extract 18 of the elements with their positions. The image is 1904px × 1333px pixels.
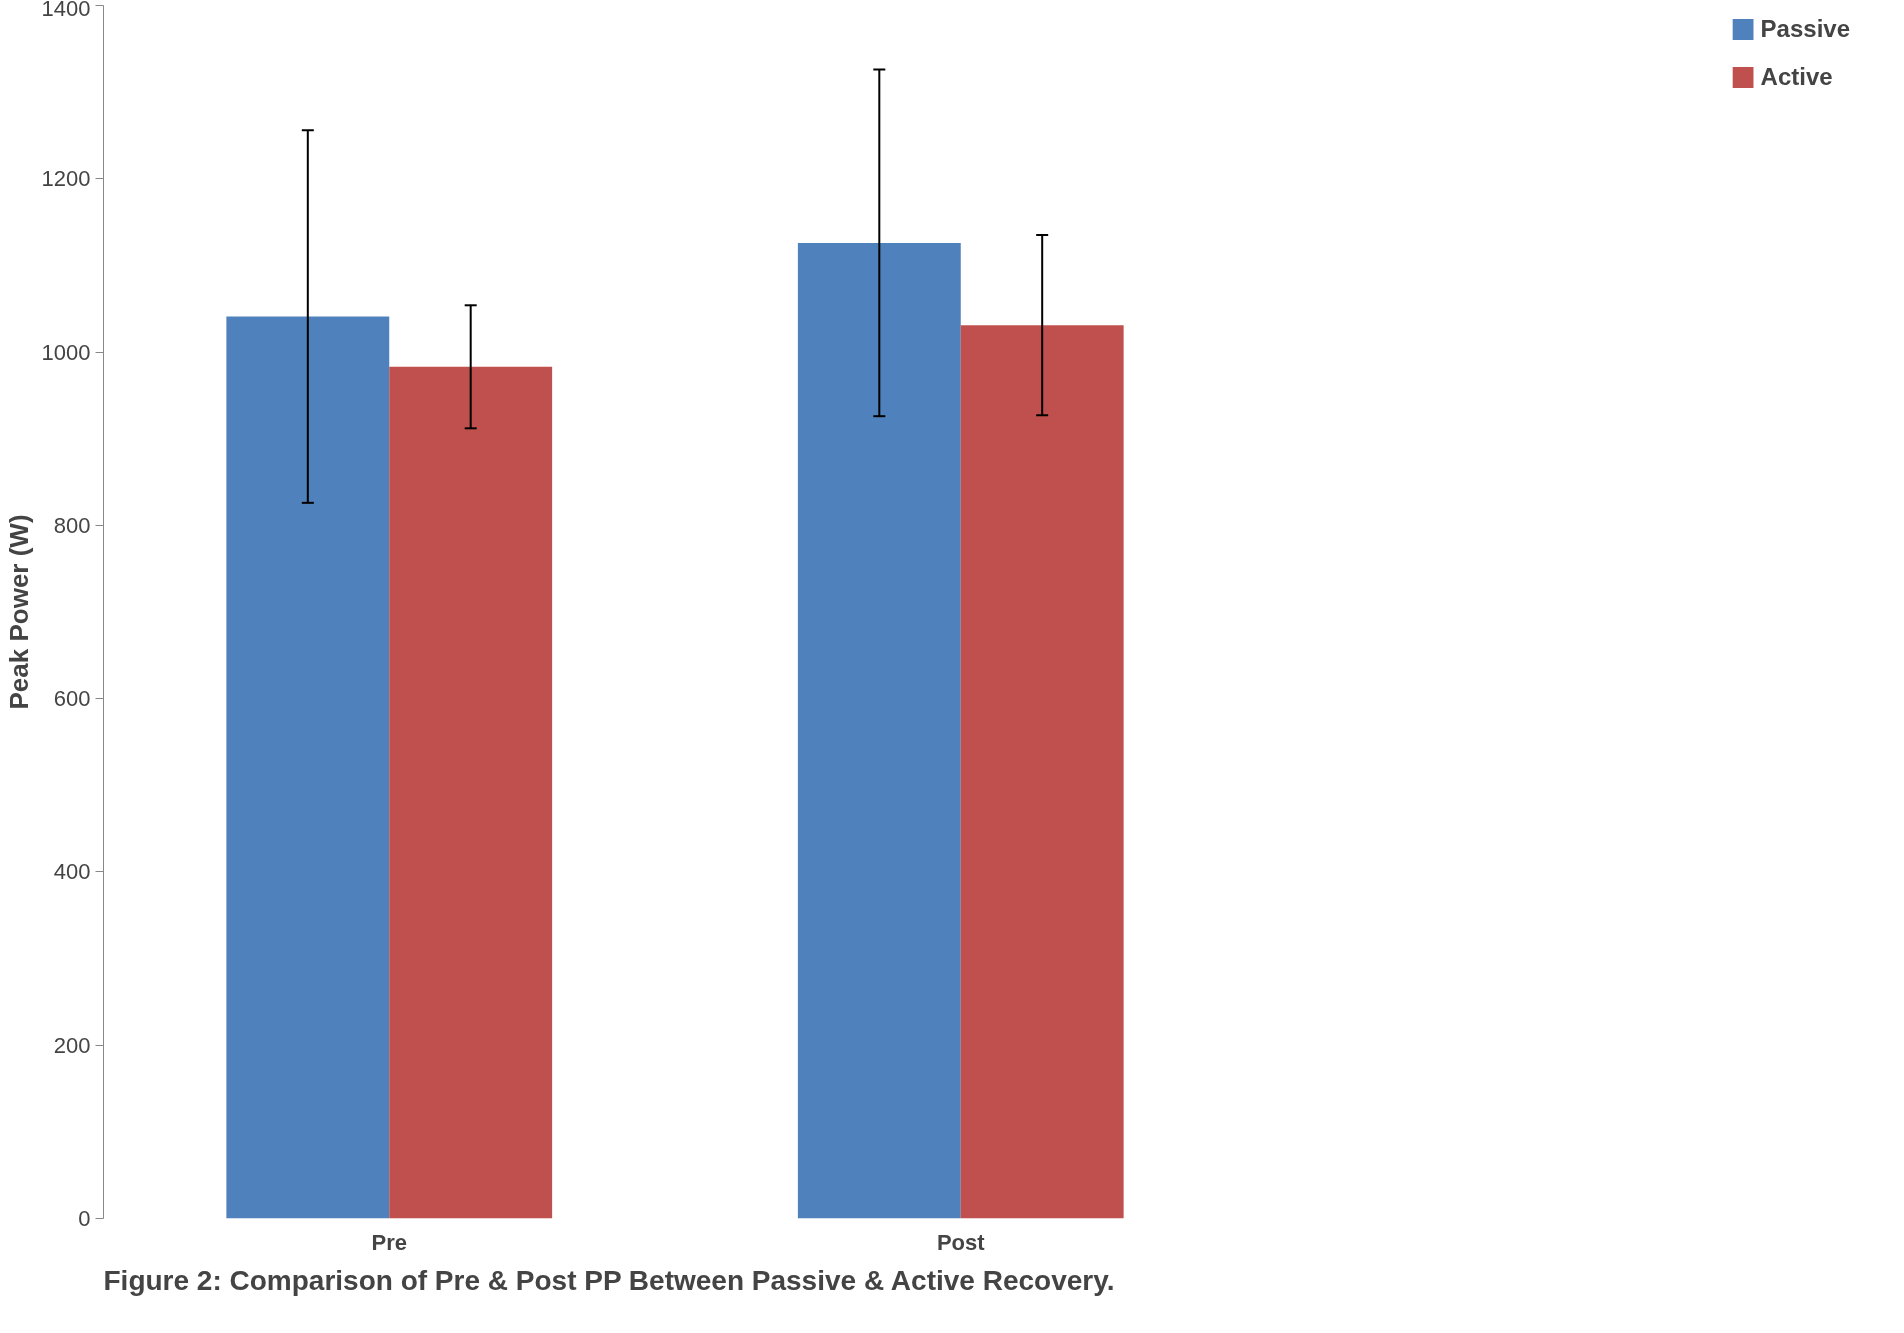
caption: Figure 2: Comparison of Pre & Post PP Between Passive & Active Recovery. — [103, 1264, 1115, 1296]
y-tick-label: 400 — [53, 859, 91, 885]
x-tick-label: Post — [936, 1229, 986, 1255]
bar — [226, 316, 390, 1219]
y-tick-label: 1200 — [41, 166, 91, 192]
legend-label: Active — [1760, 63, 1833, 91]
y-tick-label: 0 — [78, 1206, 91, 1231]
y-tick-label: 1000 — [41, 339, 91, 365]
y-tick-label: 800 — [53, 512, 91, 538]
x-tick-label: Pre — [371, 1229, 407, 1255]
y-axis-title: Peak Power (W) — [3, 514, 34, 710]
y-tick-label: 1400 — [41, 0, 91, 21]
bar — [389, 366, 553, 1219]
y-tick-label: 600 — [53, 686, 91, 712]
bar — [797, 242, 961, 1219]
legend-label: Passive — [1760, 15, 1850, 43]
y-tick-label: 200 — [53, 1032, 91, 1058]
bar — [960, 325, 1124, 1219]
